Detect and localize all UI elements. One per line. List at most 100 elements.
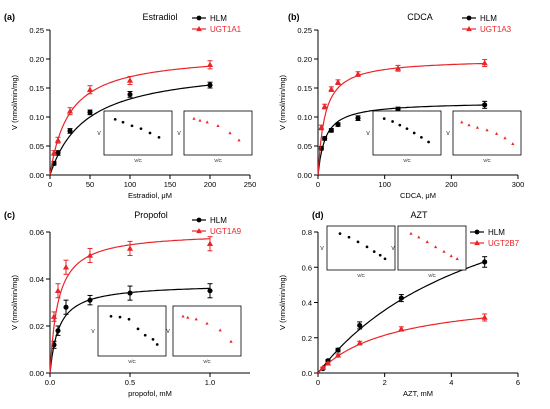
inset-y-label: V [91,329,95,335]
inset-point [118,315,122,319]
inset-point [372,250,376,253]
x-tick-label: 1.0 [205,378,215,387]
y-tick-label: 0.15 [29,84,44,93]
y-tick-label: 0.0 [302,369,312,378]
x-tick-label: 200 [445,180,458,189]
inset-point [433,245,438,249]
legend-marker [466,26,472,32]
y-tick-label: 0.00 [29,369,44,378]
y-axis-label: V (nmol/min/mg) [10,274,19,330]
y-tick-label: 0.10 [29,113,44,122]
data-point [481,314,488,320]
inset-ugt1a1: V V/C [177,110,253,163]
legend: HLM UGT1A9 [192,216,242,236]
y-tick-label: 0.25 [297,26,312,35]
inset-point [186,315,190,319]
data-point [334,79,342,85]
data-point [398,295,404,301]
inset-point [398,123,402,127]
legend-label: HLM [480,14,497,23]
inset-ugt1a3: V V/C [446,110,522,163]
y-tick-label: 0.4 [302,299,312,308]
data-point [482,102,488,108]
y-tick-label: 0.2 [302,334,312,343]
inset-hlm: V V/C [97,110,173,163]
inset-y-label: V [97,131,101,137]
inset-y-label: V [366,131,370,137]
inset-point [237,138,241,142]
inset-point [139,127,143,131]
inset-point [409,231,413,235]
y-tick-label: 0.00 [297,171,312,180]
inset-y-label: V [177,131,181,137]
x-tick-label: 0 [48,180,52,189]
inset-frame [172,305,242,357]
data-point [126,77,134,83]
inset-x-label: V/C [203,359,211,364]
inset-point [378,253,382,257]
x-tick-label: 2 [383,378,387,387]
data-point [86,86,94,92]
data-point [126,245,134,251]
inset-frame [397,225,467,271]
inset-y-label: V [391,246,395,252]
inset-x-label: V/C [357,273,365,278]
legend-marker [196,26,202,32]
inset-frame [326,225,396,271]
inset-frame [103,110,173,156]
panel-c: (c) Propofol 0.00 0.02 0.04 0.06 0.0 0.5 1.0 V (n… [4,210,250,398]
inset-point [151,338,155,341]
legend-marker [474,240,480,246]
series-ugt2b7 [317,313,488,374]
inset-x-label: V/C [128,359,136,364]
y-tick-label: 0.05 [297,142,312,151]
inset-y-label: V [166,329,170,335]
data-point [50,313,58,319]
inset-point [229,339,233,343]
data-point [206,240,214,246]
inset-point [194,317,198,321]
inset-point [143,333,147,337]
inset-point [136,327,140,331]
inset-point [356,240,360,244]
data-point [87,297,93,303]
data-point [50,149,58,156]
x-axis-label: propofol, mM [128,389,172,398]
panel-a: (a) Estradiol 0.00 0.05 0.10 0.15 0.20 0.25 0 50 1… [4,12,256,200]
inset-point [455,257,459,260]
inset-hlm: V V/C [320,225,396,278]
x-tick-label: 250 [244,180,257,189]
data-point [357,322,363,328]
legend: HLM UGT2B7 [470,228,520,248]
data-point [67,128,73,134]
y-axis-label: V (nmol/min/mg) [278,74,287,130]
legend-label: HLM [488,228,505,237]
inset-point [427,140,430,144]
data-point [482,259,488,265]
legend-marker [196,15,202,21]
data-point [127,91,133,97]
inset-frame [97,305,167,357]
x-tick-label: 100 [124,180,137,189]
inset-point [511,142,515,145]
data-point [328,127,334,133]
inset-frame [372,110,442,156]
y-axis-label: V (nmol/min/mg) [10,74,19,130]
panel-title: Propofol [134,210,168,220]
inset-point [485,128,489,132]
inset-point [383,257,387,261]
y-tick-label: 0.00 [29,171,44,180]
inset-x-label: V/C [214,158,222,163]
data-point [355,115,361,121]
legend-label: HLM [210,216,227,225]
data-point [394,65,402,71]
panel-title: AZT [411,210,429,220]
data-point [319,364,327,370]
inset-point [181,314,185,318]
inset-point [494,132,499,135]
series-hlm [49,283,213,374]
series-ugt1a1 [49,60,214,176]
y-tick-label: 0.20 [297,55,312,64]
